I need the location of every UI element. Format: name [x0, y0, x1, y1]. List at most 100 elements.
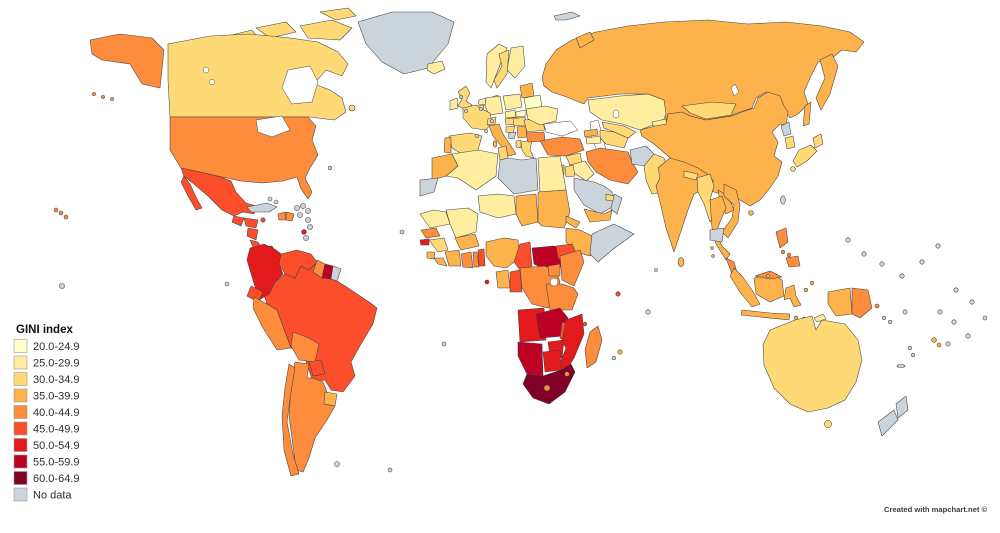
region-pacific-islands[interactable]: [935, 243, 941, 249]
region-liberia[interactable]: [433, 257, 448, 267]
region-sao-tome[interactable]: [484, 279, 490, 285]
legend-swatch-1[interactable]: [13, 355, 28, 370]
region-bahamas[interactable]: [267, 196, 273, 202]
region-india-andaman[interactable]: [711, 254, 715, 258]
region-china-hainan[interactable]: [748, 210, 754, 216]
legend-swatch-3[interactable]: [13, 388, 28, 403]
region-caribbean-islands[interactable]: [297, 212, 303, 218]
region-tanzania[interactable]: [545, 283, 579, 311]
region-usa-hawaii[interactable]: [53, 207, 59, 213]
region-philippines[interactable]: [786, 252, 792, 258]
region-cuba[interactable]: [246, 202, 278, 213]
region-japan[interactable]: [812, 133, 824, 149]
region-albania[interactable]: [515, 139, 522, 149]
region-lesotho[interactable]: [543, 384, 551, 392]
region-ukraine[interactable]: [525, 105, 559, 126]
region-greenland[interactable]: [357, 11, 455, 75]
region-usa-alaska[interactable]: [89, 33, 165, 89]
region-sudan[interactable]: [537, 189, 571, 229]
region-pacific-islands[interactable]: [945, 341, 951, 347]
region-pacific-islands[interactable]: [965, 333, 971, 339]
region-venezuela[interactable]: [278, 249, 318, 279]
region-honduras[interactable]: [243, 217, 259, 229]
region-solomon-islands[interactable]: [887, 319, 893, 325]
region-falkland-islands[interactable]: [334, 461, 340, 467]
region-azerbaijan[interactable]: [585, 135, 602, 145]
region-indonesia-maluku[interactable]: [803, 287, 809, 293]
region-european-microstates[interactable]: [484, 129, 488, 133]
region-fiji[interactable]: [936, 342, 942, 348]
region-benin[interactable]: [477, 248, 486, 267]
region-caribbean-islands[interactable]: [300, 203, 306, 209]
region-indonesia-maluku[interactable]: [809, 280, 815, 286]
region-kenya[interactable]: [559, 249, 585, 287]
region-mali[interactable]: [445, 207, 479, 239]
region-senegal[interactable]: [420, 227, 441, 239]
region-indonesia-sumatra[interactable]: [729, 267, 761, 308]
region-iceland[interactable]: [426, 60, 446, 75]
region-chad[interactable]: [515, 193, 539, 227]
region-finland[interactable]: [506, 45, 526, 79]
region-nigeria[interactable]: [485, 237, 521, 269]
region-vanuatu[interactable]: [907, 345, 913, 351]
region-pacific-islands[interactable]: [951, 319, 957, 325]
region-european-microstates[interactable]: [475, 134, 479, 138]
region-new-caledonia[interactable]: [896, 364, 906, 368]
region-north-korea[interactable]: [780, 121, 792, 137]
region-madagascar[interactable]: [584, 325, 603, 369]
region-pacific-islands[interactable]: [902, 309, 908, 315]
region-algeria[interactable]: [445, 149, 499, 191]
region-japan[interactable]: [792, 144, 818, 168]
region-jamaica[interactable]: [260, 217, 266, 223]
region-libya[interactable]: [497, 157, 539, 195]
legend-swatch-5[interactable]: [13, 421, 28, 436]
region-indonesia-java[interactable]: [740, 309, 791, 321]
region-new-zealand[interactable]: [895, 395, 909, 419]
region-caribbean-islands[interactable]: [305, 217, 311, 223]
region-papua-new-guinea[interactable]: [851, 287, 873, 319]
region-south-georgia[interactable]: [387, 467, 393, 473]
region-pacific-islands[interactable]: [919, 259, 925, 265]
region-eswatini[interactable]: [564, 371, 570, 377]
region-turkey[interactable]: [539, 136, 585, 157]
region-cambodia[interactable]: [709, 227, 725, 243]
region-indian-ocean-islands[interactable]: [654, 268, 658, 272]
region-bermuda[interactable]: [327, 165, 333, 171]
region-canada[interactable]: [348, 104, 356, 112]
region-french-guiana[interactable]: [330, 265, 342, 282]
region-eritrea[interactable]: [565, 215, 581, 229]
region-colombia[interactable]: [246, 243, 284, 301]
region-usa-hawaii[interactable]: [58, 210, 64, 216]
region-paraguay[interactable]: [308, 359, 326, 377]
region-mexico[interactable]: [180, 175, 203, 211]
region-st-lucia[interactable]: [301, 229, 307, 235]
legend-swatch-9[interactable]: [13, 487, 28, 502]
region-taiwan[interactable]: [780, 195, 786, 205]
region-caribbean-islands[interactable]: [305, 208, 311, 214]
region-burkina-faso[interactable]: [454, 233, 480, 251]
region-pacific-islands[interactable]: [953, 287, 959, 293]
region-canada[interactable]: [255, 21, 297, 39]
region-indian-ocean-islands[interactable]: [611, 355, 617, 361]
region-peru[interactable]: [252, 296, 292, 351]
region-dominican-republic[interactable]: [285, 211, 295, 222]
legend-swatch-6[interactable]: [13, 438, 28, 452]
region-pacific-islands[interactable]: [937, 309, 943, 315]
region-seychelles[interactable]: [615, 291, 621, 297]
region-italy[interactable]: [488, 123, 517, 157]
region-canada[interactable]: [319, 7, 357, 21]
region-iran[interactable]: [585, 147, 639, 185]
region-congo[interactable]: [509, 269, 523, 293]
region-european-microstates[interactable]: [464, 109, 468, 113]
region-indonesia-sulawesi[interactable]: [783, 284, 802, 308]
region-argentina[interactable]: [288, 361, 336, 473]
region-guinea-bissau[interactable]: [419, 238, 430, 246]
region-germany[interactable]: [484, 95, 504, 116]
legend-swatch-8[interactable]: [13, 471, 28, 485]
legend-swatch-0[interactable]: [13, 339, 28, 353]
region-guinea[interactable]: [428, 237, 449, 253]
region-sierra-leone[interactable]: [426, 251, 436, 260]
region-brunei[interactable]: [766, 274, 770, 278]
region-uruguay[interactable]: [323, 391, 338, 407]
region-caribbean-islands[interactable]: [303, 235, 309, 241]
